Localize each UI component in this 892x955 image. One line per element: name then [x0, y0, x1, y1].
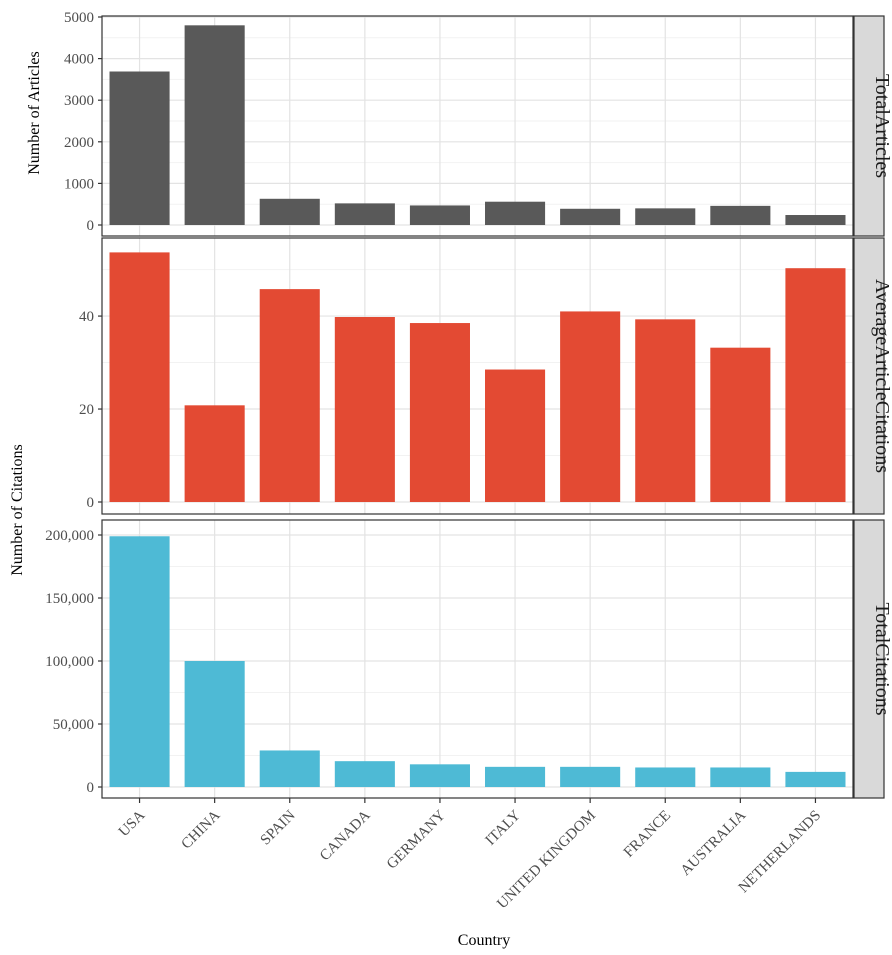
panel-border: [101, 15, 854, 237]
bar-canada: [334, 317, 395, 502]
y-tick-label: 0: [87, 780, 95, 796]
y-tick-label: 150,000: [45, 591, 94, 607]
panel-border: [101, 237, 854, 515]
x-tick-label: AUSTRALIA: [678, 807, 750, 879]
bar-united-kingdom: [560, 311, 621, 502]
bar-netherlands: [785, 268, 846, 502]
bar-united-kingdom: [560, 208, 621, 225]
facet-strip-label: TotalArticles: [871, 74, 892, 178]
bar-australia: [710, 347, 771, 502]
x-tick-label: CHINA: [179, 807, 224, 852]
x-tick-label: FRANCE: [621, 808, 674, 861]
bar-canada: [334, 203, 395, 225]
bar-italy: [485, 369, 546, 502]
bar-spain: [259, 289, 320, 502]
bar-united-kingdom: [560, 766, 621, 787]
y-tick-label: 2000: [64, 135, 94, 151]
bar-china: [184, 25, 245, 225]
y-tick-label: 50,000: [53, 717, 94, 733]
chart-panels: 0 1000 2000 3000 4000 5000 TotalArticles 0 20 40 A…: [45, 10, 892, 799]
y-tick-label: 100,000: [45, 654, 94, 670]
bar-spain: [259, 750, 320, 787]
y-tick-label: 3000: [64, 93, 94, 109]
bar-canada: [334, 761, 395, 787]
x-tick-label: USA: [116, 807, 149, 840]
bar-italy: [485, 766, 546, 787]
y-tick-label: 0: [87, 495, 95, 511]
y-tick-label: 5000: [64, 10, 94, 26]
y-tick-label: 20: [79, 402, 94, 418]
y-tick-label: 0: [87, 218, 95, 234]
x-tick-label: CANADA: [317, 807, 374, 864]
panel-TotalArticles: 0 1000 2000 3000 4000 5000 TotalArticles: [64, 10, 892, 237]
y-axis-title-articles: Number of Articles: [26, 51, 43, 175]
bar-france: [635, 767, 696, 787]
x-tick-label: GERMANY: [384, 807, 449, 872]
bar-italy: [485, 201, 546, 225]
facet-strip: [853, 237, 885, 515]
bar-france: [635, 319, 696, 502]
bar-germany: [409, 764, 470, 787]
bar-china: [184, 405, 245, 502]
bar-usa: [109, 536, 170, 787]
x-tick-label: ITALY: [483, 807, 524, 848]
bar-germany: [409, 205, 470, 225]
x-tick-label: SPAIN: [258, 807, 299, 848]
y-tick-label: 1000: [64, 176, 94, 192]
panel-TotalCitations: 0 50,000 100,000 150,000 200,000 TotalCitatio…: [45, 519, 892, 799]
y-tick-label: 4000: [64, 52, 94, 68]
bar-australia: [710, 205, 771, 225]
facet-strip-label: TotalCitations: [871, 602, 892, 715]
panel-AverageArticleCitations: 0 20 40 AverageArticleCitations: [79, 237, 892, 515]
facet-strip: [853, 519, 885, 799]
bar-australia: [710, 767, 771, 787]
bar-usa: [109, 71, 170, 225]
bar-netherlands: [785, 771, 846, 787]
bar-france: [635, 208, 696, 225]
bar-netherlands: [785, 215, 846, 225]
facet-strip: [853, 15, 885, 237]
y-axis-title-citations: Number of Citations: [9, 444, 26, 576]
bar-usa: [109, 252, 170, 502]
y-tick-label: 200,000: [45, 528, 94, 544]
facet-strip-label: AverageArticleCitations: [871, 279, 892, 473]
y-tick-label: 40: [79, 309, 94, 325]
bar-germany: [409, 323, 470, 502]
x-tick-label: NETHERLANDS: [736, 808, 825, 897]
bar-china: [184, 661, 245, 787]
panel-border: [101, 519, 854, 799]
x-axis-title: Country: [458, 932, 510, 949]
bar-spain: [259, 198, 320, 225]
